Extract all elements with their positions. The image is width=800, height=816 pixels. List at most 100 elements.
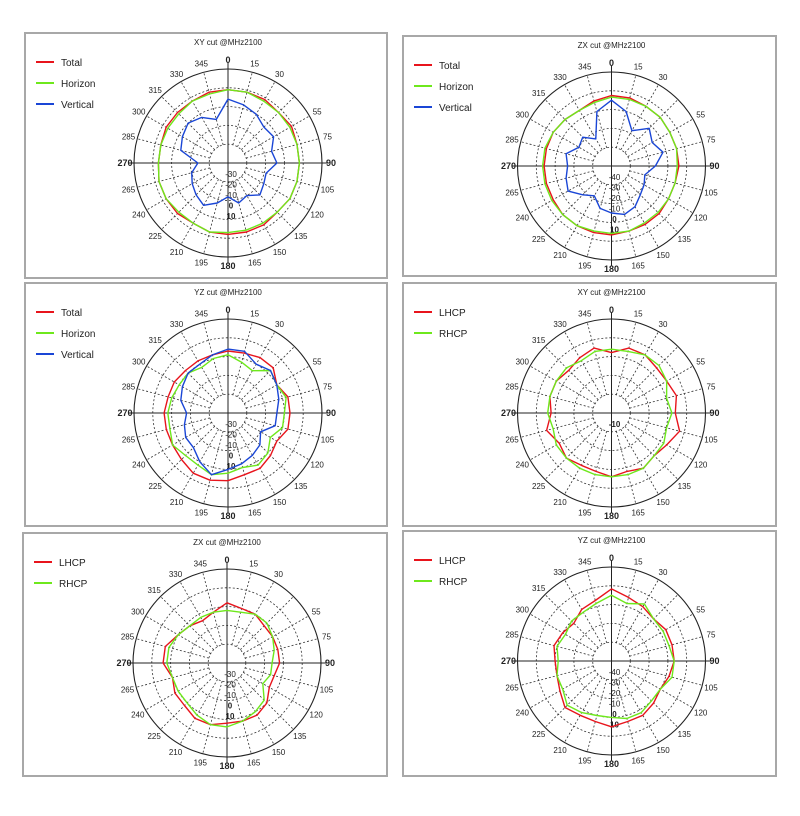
angle-tick-label: 270 bbox=[501, 408, 516, 418]
angle-tick-label: 90 bbox=[326, 408, 336, 418]
angle-tick-label: 330 bbox=[170, 320, 184, 329]
angle-tick-label: 285 bbox=[122, 382, 136, 391]
angle-tick-label: 225 bbox=[532, 235, 546, 244]
grid-spoke bbox=[246, 388, 319, 409]
angle-tick-label: 330 bbox=[553, 320, 567, 329]
angle-tick-label: 105 bbox=[704, 189, 718, 198]
radial-tick-label: -10 bbox=[609, 205, 621, 214]
grid-spoke bbox=[202, 572, 223, 645]
grid-spoke bbox=[620, 182, 659, 248]
angle-tick-label: 300 bbox=[516, 358, 530, 367]
angle-tick-label: 15 bbox=[250, 60, 259, 69]
grid-spoke bbox=[137, 138, 210, 159]
radial-tick-label: -30 bbox=[225, 420, 237, 429]
grid-spoke bbox=[627, 613, 694, 652]
radial-tick-label: 0 bbox=[229, 452, 234, 461]
angle-tick-label: 180 bbox=[604, 264, 619, 274]
radial-tick-label: -20 bbox=[609, 194, 621, 203]
grid-spoke bbox=[544, 99, 599, 153]
series-line-vertical bbox=[565, 99, 664, 216]
angle-tick-label: 90 bbox=[709, 408, 719, 418]
polar-grid bbox=[511, 313, 712, 513]
grid-spoke bbox=[137, 167, 210, 188]
grid-spoke bbox=[237, 179, 276, 245]
angle-tick-label: 75 bbox=[707, 630, 716, 639]
angle-tick-label: 105 bbox=[704, 436, 718, 445]
angle-tick-label: 75 bbox=[322, 632, 331, 641]
grid-spoke bbox=[243, 672, 309, 711]
grid-spoke bbox=[202, 681, 223, 754]
angle-tick-label: 15 bbox=[634, 310, 643, 319]
angle-tick-label: 195 bbox=[578, 261, 592, 270]
polar-chart-yz-2: YZ cut @MHz2100 0 15 30 55 75 90 105 120 135 150 16… bbox=[414, 536, 720, 769]
angle-tick-label: 150 bbox=[656, 746, 670, 755]
angle-tick-label: 240 bbox=[132, 461, 146, 470]
chart-panel-xy-2: XY cut @MHz2100 0 15 30 55 75 90 105 120 135 150 16… bbox=[402, 282, 777, 527]
angle-tick-label: 270 bbox=[501, 656, 516, 666]
radial-tick-label: 10 bbox=[610, 226, 619, 235]
polar-chart-xy-2: XY cut @MHz2100 0 15 30 55 75 90 105 120 135 150 16… bbox=[414, 288, 720, 521]
grid-spoke bbox=[627, 175, 694, 214]
angle-tick-label: 315 bbox=[147, 586, 161, 595]
angle-tick-label: 180 bbox=[220, 511, 235, 521]
angle-tick-label: 0 bbox=[609, 553, 614, 563]
angle-tick-label: 55 bbox=[313, 358, 322, 367]
grid-spoke bbox=[564, 182, 603, 248]
angle-tick-label: 30 bbox=[659, 320, 668, 329]
radial-tick-label: -30 bbox=[224, 670, 236, 679]
grid-spoke bbox=[146, 115, 212, 154]
angle-tick-label: 75 bbox=[707, 135, 716, 144]
angle-tick-label: 55 bbox=[696, 111, 705, 120]
angle-tick-label: 135 bbox=[678, 730, 692, 739]
angle-tick-label: 165 bbox=[248, 508, 262, 517]
angle-tick-label: 345 bbox=[195, 60, 209, 69]
angle-tick-label: 265 bbox=[505, 436, 519, 445]
angle-tick-label: 210 bbox=[553, 251, 567, 260]
angle-tick-label: 240 bbox=[516, 214, 530, 223]
angle-tick-label: 285 bbox=[505, 630, 519, 639]
angle-tick-label: 30 bbox=[274, 570, 283, 579]
grid-spoke bbox=[624, 426, 679, 480]
radial-tick-label: -20 bbox=[225, 431, 237, 440]
legend-label: Total bbox=[439, 61, 460, 72]
chart-panel-xy-1: XY cut @MHz2100 0 15 30 55 75 90 105 120 135 150 16… bbox=[24, 32, 388, 279]
angle-tick-label: 120 bbox=[311, 461, 325, 470]
angle-tick-label: 300 bbox=[516, 111, 530, 120]
grid-spoke bbox=[180, 81, 219, 147]
series-line-rhcp bbox=[546, 348, 673, 478]
radial-tick-label: 0 bbox=[228, 702, 233, 711]
radial-tick-label: -10 bbox=[609, 700, 621, 709]
angle-tick-label: 210 bbox=[169, 748, 183, 757]
grid-spoke bbox=[241, 346, 295, 400]
radial-tick-label: -20 bbox=[609, 689, 621, 698]
angle-tick-label: 120 bbox=[694, 214, 708, 223]
angle-tick-label: 330 bbox=[169, 570, 183, 579]
grid-spoke bbox=[544, 346, 599, 400]
angle-tick-label: 240 bbox=[516, 709, 530, 718]
angle-tick-label: 270 bbox=[116, 658, 131, 668]
angle-tick-label: 345 bbox=[194, 560, 208, 569]
legend-label: Total bbox=[61, 58, 82, 69]
radial-tick-label: 0 bbox=[229, 202, 234, 211]
chart-panel-yz-2: YZ cut @MHz2100 0 15 30 55 75 90 105 120 135 150 16… bbox=[402, 530, 777, 777]
radial-tick-label: 10 bbox=[227, 212, 236, 221]
legend-label: LHCP bbox=[59, 558, 86, 569]
grid-spoke bbox=[620, 429, 659, 495]
grid-spoke bbox=[544, 179, 599, 233]
angle-tick-label: 55 bbox=[696, 358, 705, 367]
angle-tick-label: 75 bbox=[323, 382, 332, 391]
grid-spoke bbox=[620, 331, 659, 397]
grid-spoke bbox=[615, 184, 637, 257]
grid-spoke bbox=[529, 422, 596, 461]
grid-spoke bbox=[179, 581, 218, 647]
polar-chart-xy-1: XY cut @MHz2100 0 15 30 55 75 90 105 120 135 150 16… bbox=[36, 38, 336, 271]
angle-tick-label: 105 bbox=[321, 186, 335, 195]
angle-tick-label: 150 bbox=[656, 251, 670, 260]
series-line-vertical bbox=[180, 348, 280, 476]
grid-spoke bbox=[241, 176, 295, 230]
angle-tick-label: 0 bbox=[609, 305, 614, 315]
angle-tick-label: 30 bbox=[659, 73, 668, 82]
angle-tick-label: 345 bbox=[195, 310, 209, 319]
angle-tick-label: 180 bbox=[220, 261, 235, 271]
grid-spoke bbox=[161, 176, 215, 230]
